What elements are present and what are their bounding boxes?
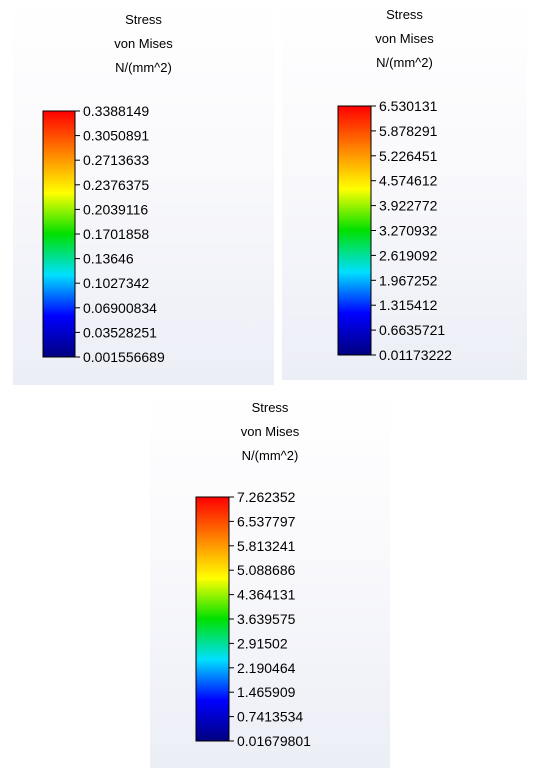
- tick-label: 0.1701858: [83, 226, 149, 242]
- tick-label: 2.190464: [237, 660, 296, 676]
- legend-title-units: N/(mm^2): [115, 60, 172, 75]
- tick-label: 0.7413534: [237, 709, 303, 725]
- tick-label: 0.01679801: [237, 733, 311, 749]
- legend-title: Stress von Mises N/(mm^2): [282, 3, 527, 75]
- legend-title-type: von Mises: [375, 31, 434, 46]
- tick-label: 0.1027342: [83, 275, 149, 291]
- tick-label: 0.2039116: [83, 201, 148, 217]
- tick-label: 3.270932: [379, 222, 438, 238]
- colorbar-gradient: [337, 105, 372, 356]
- tick-label: 1.315412: [379, 297, 438, 313]
- colorbar-3: 7.262352 6.537797 5.813241 5.088686 4.364131…: [195, 489, 311, 749]
- tick-label: 4.364131: [237, 587, 296, 603]
- tick-label: 0.001556689: [83, 349, 165, 365]
- tick-label: 0.01173222: [379, 347, 452, 363]
- tick-label: 0.3388149: [83, 103, 149, 119]
- legend-title-type: von Mises: [240, 424, 300, 439]
- tick-label: 3.639575: [237, 611, 296, 627]
- tick-label: 4.574612: [379, 173, 438, 189]
- tick-label: 2.619092: [379, 247, 438, 263]
- legend-title-quantity: Stress: [125, 12, 162, 27]
- tick-label: 0.13646: [83, 251, 134, 267]
- tick-label: 0.6635721: [379, 322, 445, 338]
- tick-label: 0.06900834: [83, 300, 157, 316]
- tick-label: 1.465909: [237, 684, 296, 700]
- tick-label: 5.226451: [379, 148, 438, 164]
- tick-label: 7.262352: [237, 489, 296, 505]
- tick-label: 5.088686: [237, 562, 296, 578]
- legend-panel-2: Stress von Mises N/(mm^2) 6.530131 5.8782…: [282, 0, 527, 380]
- legend-panel-3: Stress von Mises N/(mm^2) 7.262352 6.5377…: [150, 390, 390, 768]
- legend-title-quantity: Stress: [251, 400, 289, 415]
- tick-label: 6.530131: [379, 98, 438, 114]
- colorbar-gradient: [42, 110, 76, 358]
- tick-label: 1.967252: [379, 272, 438, 288]
- tick-label: 5.813241: [237, 538, 296, 554]
- tick-label: 6.537797: [237, 513, 296, 529]
- colorbar-1: 0.3388149 0.3050891 0.2713633 0.2376375 0.20…: [42, 103, 165, 365]
- legend-title-units: N/(mm^2): [241, 448, 299, 463]
- tick-label: 2.91502: [237, 635, 288, 651]
- legend-panel-1: Stress von Mises N/(mm^2) 0.3388149 0.305…: [13, 0, 274, 385]
- legend-title: Stress von Mises N/(mm^2): [13, 8, 274, 80]
- colorbar-2: 6.530131 5.878291 5.226451 4.574612 3.922772…: [337, 98, 452, 363]
- tick-label: 0.2713633: [83, 152, 149, 168]
- legend-title: Stress von Mises N/(mm^2): [150, 396, 390, 468]
- tick-label: 3.922772: [379, 198, 438, 214]
- tick-label: 5.878291: [379, 123, 438, 139]
- tick-label: 0.03528251: [83, 324, 157, 340]
- legend-title-type: von Mises: [114, 36, 173, 51]
- tick-label: 0.2376375: [83, 177, 149, 193]
- legend-title-units: N/(mm^2): [376, 55, 433, 70]
- tick-label: 0.3050891: [83, 128, 149, 144]
- legend-title-quantity: Stress: [386, 7, 423, 22]
- colorbar-gradient: [195, 496, 230, 742]
